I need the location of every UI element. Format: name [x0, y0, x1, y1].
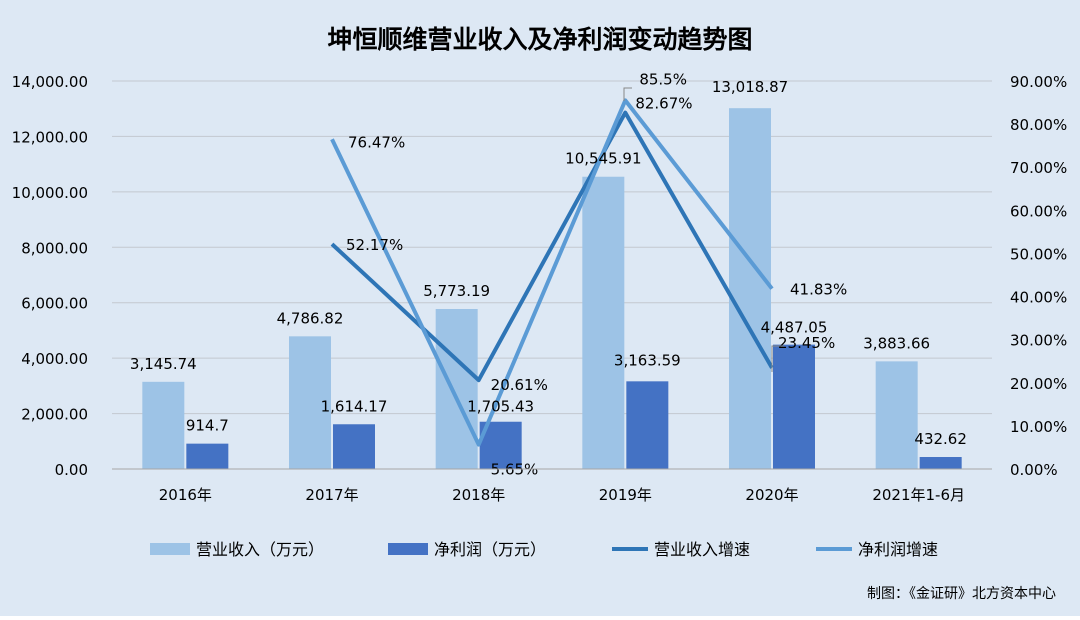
y-left-tick-label: 6,000.00	[21, 295, 88, 313]
line-value-label: 41.83%	[790, 281, 847, 299]
bar	[729, 108, 771, 469]
data-labels: 3,145.74 4,786.82 5,773.19 10,545.91 13,018.…	[130, 70, 967, 478]
bar	[773, 345, 815, 469]
y-right-tick-label: 40.00%	[1010, 289, 1067, 307]
bar	[142, 382, 184, 469]
bar-value-label: 1,614.17	[321, 397, 388, 415]
y-left-tick-label: 2,000.00	[21, 406, 88, 424]
bar-value-label: 4,786.82	[277, 309, 344, 327]
x-tick-label: 2016年	[159, 486, 212, 504]
y-left-tick-label: 0.00	[55, 461, 88, 479]
bar-value-label: 5,773.19	[423, 282, 490, 300]
bar	[876, 361, 918, 469]
legend-label: 营业收入增速	[654, 540, 750, 559]
bar-value-label: 432.62	[914, 430, 967, 448]
bar	[920, 457, 962, 469]
y-right-tick-label: 80.00%	[1010, 116, 1067, 134]
bar	[333, 424, 375, 469]
y-left-tick-label: 4,000.00	[21, 350, 88, 368]
source-note: 制图：《金证研》北方资本中心	[867, 586, 1056, 602]
y-right-tick-label: 90.00%	[1010, 73, 1067, 91]
legend-swatch	[388, 543, 428, 555]
growth-lines	[332, 100, 772, 444]
legend-swatch	[150, 543, 190, 555]
line-value-label: 52.17%	[346, 236, 403, 254]
bar	[436, 309, 478, 469]
y-right-tick-label: 0.00%	[1010, 461, 1058, 479]
bar-value-label: 3,145.74	[130, 355, 197, 373]
x-tick-label: 2017年	[305, 486, 358, 504]
y-right-tick-label: 10.00%	[1010, 418, 1067, 436]
y-left-tick-label: 14,000.00	[12, 73, 88, 91]
y-right-tick-label: 60.00%	[1010, 202, 1067, 220]
legend-label: 净利润增速	[858, 540, 938, 559]
x-tick-label: 2020年	[745, 486, 798, 504]
legend-label: 净利润（万元）	[434, 540, 546, 559]
bar	[186, 444, 228, 469]
y-right-tick-label: 30.00%	[1010, 332, 1067, 350]
y-right-tick-label: 70.00%	[1010, 159, 1067, 177]
y-right-tick-label: 20.00%	[1010, 375, 1067, 393]
bar-value-label: 914.7	[186, 417, 229, 435]
bar-value-label: 3,883.66	[863, 334, 930, 352]
line-value-label: 85.5%	[639, 70, 687, 88]
bar	[626, 381, 668, 469]
line-value-label: 82.67%	[635, 95, 692, 113]
bar-value-label: 1,705.43	[467, 398, 534, 416]
y-left-tick-label: 8,000.00	[21, 239, 88, 257]
line-value-label: 23.45%	[778, 334, 835, 352]
x-tick-label: 2018年	[452, 486, 505, 504]
legend: 营业收入（万元） 净利润（万元） 营业收入增速 净利润增速	[150, 540, 938, 559]
bar-value-label: 10,545.91	[565, 150, 641, 168]
line-value-label: 76.47%	[348, 133, 405, 151]
x-tick-label: 2019年	[599, 486, 652, 504]
bar-value-label: 3,163.59	[614, 351, 681, 369]
y-left-tick-label: 10,000.00	[12, 184, 88, 202]
series-line	[332, 100, 772, 444]
legend-label: 营业收入（万元）	[196, 540, 324, 559]
y-left-tick-label: 12,000.00	[12, 128, 88, 146]
bar-value-label: 13,018.87	[712, 78, 788, 96]
chart-title: 坤恒顺维营业收入及净利润变动趋势图	[327, 25, 752, 54]
line-value-label: 5.65%	[491, 461, 539, 479]
y-right-tick-label: 50.00%	[1010, 245, 1067, 263]
x-tick-label: 2021年1-6月	[872, 486, 965, 504]
bar	[582, 177, 624, 469]
line-value-label: 20.61%	[491, 376, 548, 394]
